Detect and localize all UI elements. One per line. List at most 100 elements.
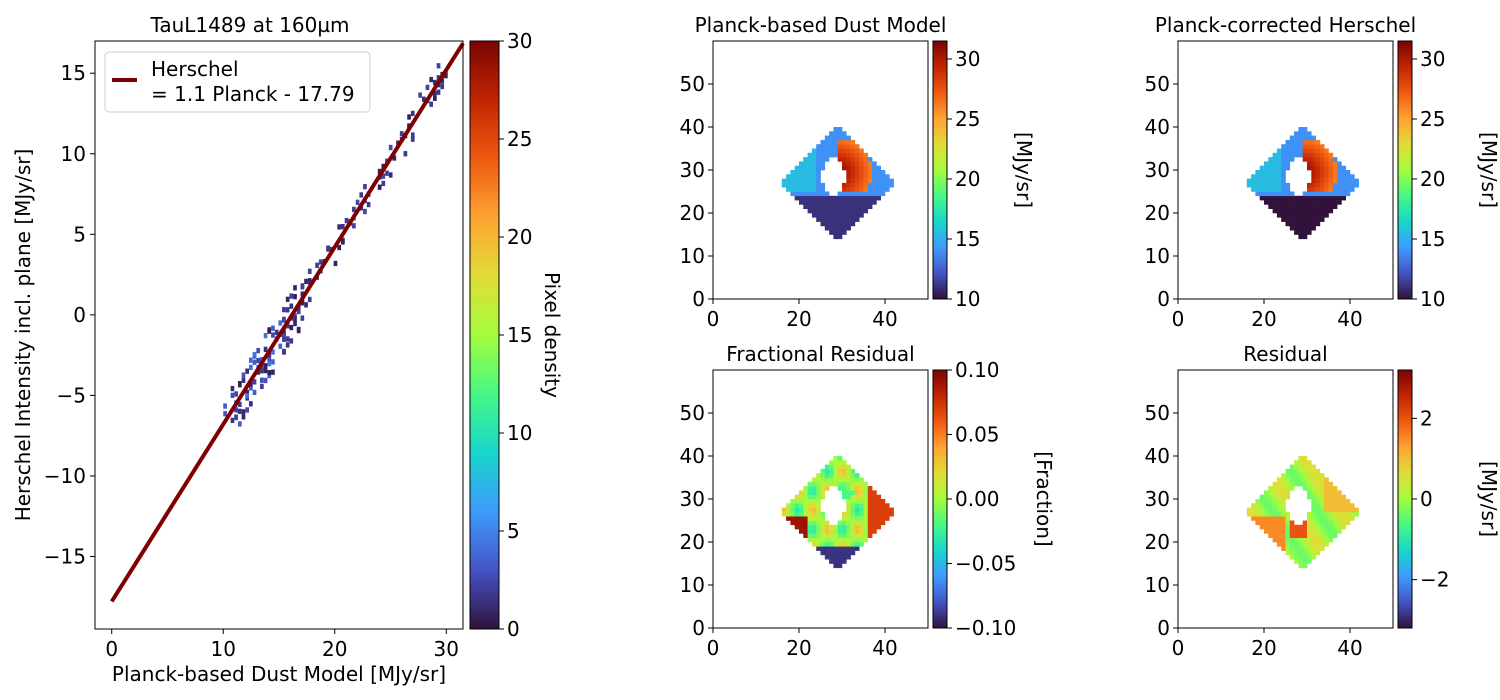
colorbar-tick-label: 0: [1420, 487, 1433, 511]
y-tick-label: 0: [692, 287, 705, 311]
map-pixel: [846, 200, 851, 205]
map-pixel: [859, 503, 864, 508]
map-pixel: [833, 213, 838, 218]
map-pixel: [807, 520, 813, 526]
map-pixel: [811, 499, 817, 504]
map-pixel: [859, 174, 864, 179]
map-pixel: [846, 139, 851, 145]
map-pixel: [1268, 182, 1273, 188]
map-pixel: [1324, 157, 1329, 162]
density-cell: [304, 302, 308, 308]
map-pixel: [846, 148, 851, 154]
map-pixel: [863, 490, 869, 495]
map-pixel: [1324, 537, 1329, 543]
map-pixel: [1285, 200, 1291, 205]
map-pixel: [1264, 165, 1269, 171]
map-pixel: [1315, 217, 1321, 222]
map-pixel: [1281, 490, 1286, 495]
map-pixel: [1311, 490, 1316, 495]
density-cell: [425, 84, 430, 91]
map-pixel: [1319, 507, 1325, 513]
map-pixel: [1272, 208, 1278, 214]
map-pixel: [842, 135, 847, 141]
map-pixel: [1272, 170, 1278, 175]
map-pixel: [850, 213, 856, 218]
map-pixel: [1324, 529, 1329, 534]
map-pixel: [854, 195, 860, 201]
map-pixel: [824, 486, 830, 491]
map-pixel: [1268, 494, 1273, 500]
map-pixel: [1285, 477, 1291, 483]
map-pixel: [1350, 182, 1355, 188]
map-pixel: [872, 507, 877, 513]
map-pixel: [807, 170, 813, 175]
map-pixel: [811, 208, 817, 214]
map-pixel: [1319, 195, 1325, 201]
map-pixel: [850, 490, 856, 495]
map-pixel: [1345, 174, 1351, 179]
density-cell: [230, 392, 235, 398]
map-pixel: [833, 208, 838, 214]
map-pixel: [1311, 554, 1316, 560]
map-pixel: [846, 135, 851, 141]
map-pixel: [1332, 520, 1338, 526]
map-pixel: [842, 524, 847, 530]
map-pixel: [1285, 550, 1291, 556]
map-pixel: [872, 174, 877, 179]
map-pixel: [799, 174, 804, 179]
x-tick-label: 40: [872, 307, 897, 331]
map-pixel: [1307, 217, 1312, 222]
map-pixel: [1324, 152, 1329, 158]
map-pixel: [1328, 178, 1334, 184]
map-pixel: [1251, 178, 1256, 184]
map-pixel: [1294, 195, 1299, 201]
map-pixel: [816, 152, 821, 158]
map-pixel: [824, 135, 830, 141]
map-pixel: [863, 200, 869, 205]
map-pixel: [1276, 148, 1282, 154]
map-pixel: [1298, 550, 1303, 556]
map-pixel: [837, 204, 843, 209]
map-pixel: [807, 486, 813, 491]
map-pixel: [846, 213, 851, 218]
map-pixel: [1285, 152, 1291, 158]
map-pixel: [1315, 204, 1321, 209]
map-pixel: [807, 499, 813, 504]
density-cell: [230, 385, 235, 392]
map-pixel: [1307, 477, 1312, 483]
density-cell: [352, 223, 356, 229]
density-cell: [282, 306, 286, 313]
map-pixel: [1255, 511, 1260, 517]
map-pixel: [820, 161, 826, 166]
map-pixel: [1319, 542, 1325, 547]
map-pixel: [1264, 499, 1269, 504]
map-pixel: [803, 533, 808, 538]
colorbar-tick-label: −0.05: [955, 552, 1016, 576]
map-pixel: [833, 477, 838, 483]
map-pixel: [1276, 165, 1282, 171]
map-pixel: [1307, 208, 1312, 214]
map-pixel: [876, 191, 881, 197]
map-pixel: [807, 174, 813, 179]
map-pixel: [1337, 165, 1342, 171]
map-pixel: [1289, 550, 1295, 556]
map-pixel: [829, 225, 834, 231]
map-pixel: [820, 204, 826, 209]
map-pixel: [1298, 225, 1303, 231]
x-tick-label: 0: [707, 636, 720, 660]
map-pixel: [1298, 234, 1303, 240]
map-pixel: [807, 494, 813, 500]
map-pixel: [816, 182, 821, 188]
map-pixel: [1255, 178, 1260, 184]
map-pixel: [1276, 486, 1282, 491]
map-pixel: [833, 230, 838, 235]
map-pixel: [850, 499, 856, 504]
map-pixel: [1307, 144, 1312, 149]
map-pixel: [859, 187, 864, 192]
map-pixel: [1302, 481, 1308, 487]
map-pixel: [876, 516, 881, 521]
map-pixel: [803, 182, 808, 188]
map-pixel: [880, 174, 886, 179]
map-pixel: [1272, 182, 1278, 188]
